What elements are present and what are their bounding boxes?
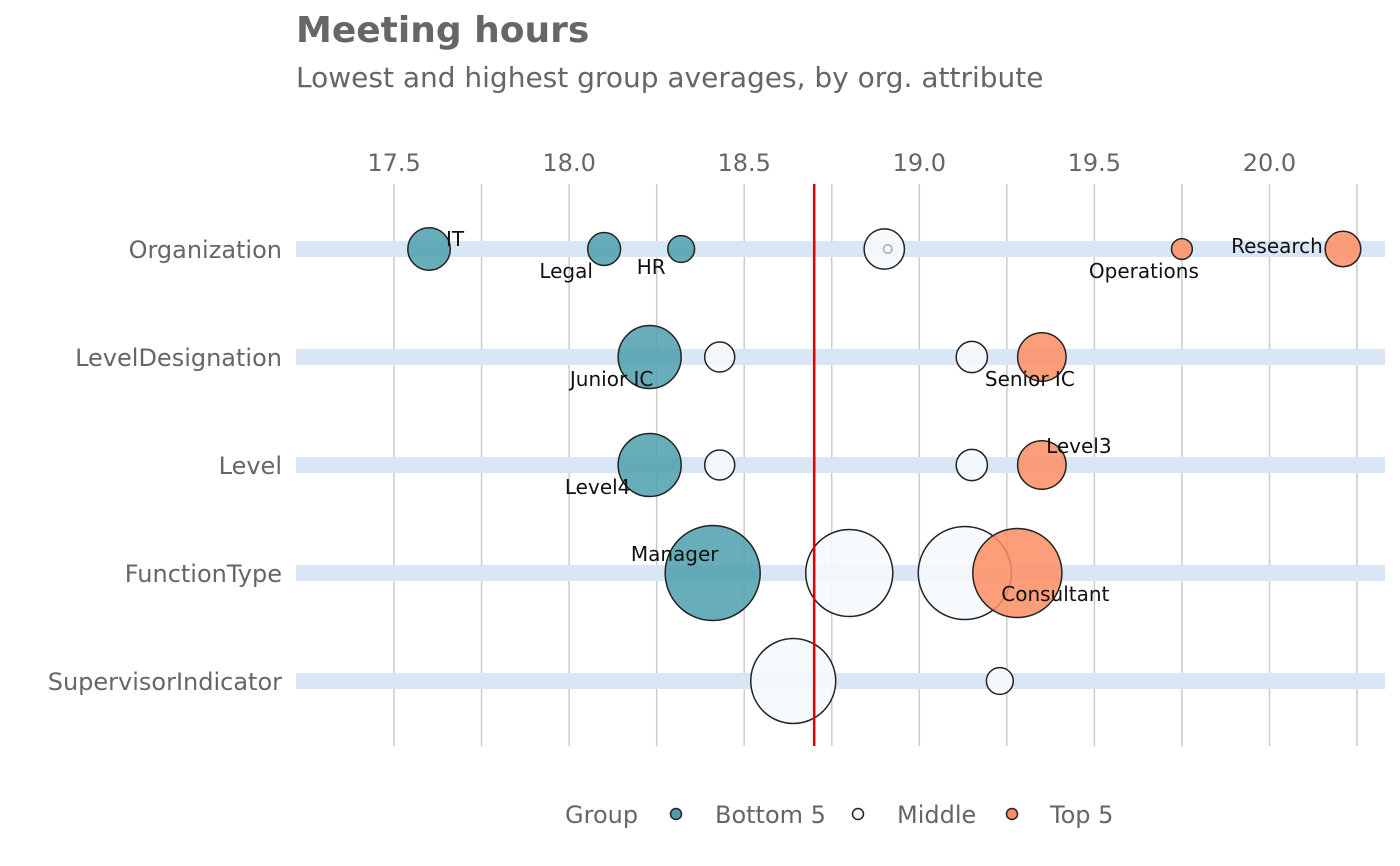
point-label: HR — [637, 255, 666, 279]
legend-label: Middle — [897, 801, 976, 829]
point-marker — [617, 432, 682, 498]
point-label: Legal — [539, 259, 593, 283]
legend-key — [851, 807, 865, 821]
point-label: Level3 — [1046, 434, 1112, 458]
point-marker — [749, 637, 837, 725]
point-marker — [703, 449, 736, 481]
point-marker — [407, 227, 452, 271]
point-label: Junior IC — [568, 367, 654, 391]
legend-label: Top 5 — [1049, 801, 1113, 829]
point-labels: IT Legal HR Junior IC Level4 Manager Operation… — [446, 227, 1323, 606]
chart-title: Meeting hours — [296, 10, 589, 51]
point-label: IT — [446, 227, 465, 251]
point-marker — [617, 324, 682, 390]
legend-key — [669, 807, 683, 821]
point-marker — [972, 527, 1063, 619]
x-tick-label: 20.0 — [1243, 149, 1296, 177]
point-marker — [985, 666, 1015, 696]
category-label: Level — [219, 452, 282, 480]
x-axis: 17.5 18.0 18.5 19.0 19.5 20.0 — [367, 149, 1296, 177]
point-marker — [1170, 237, 1194, 261]
category-label: Organization — [129, 236, 282, 264]
legend-label: Bottom 5 — [715, 801, 826, 829]
point-marker — [804, 528, 894, 618]
point-marker — [1016, 440, 1067, 490]
point-marker — [664, 524, 761, 622]
point-marker — [586, 231, 622, 267]
point-label: Level4 — [565, 475, 631, 499]
point-marker — [1016, 332, 1067, 382]
point-label: Research — [1231, 234, 1323, 258]
x-tick-label: 18.0 — [542, 149, 595, 177]
chart-subtitle: Lowest and highest group averages, by or… — [296, 61, 1043, 94]
legend-title: Group — [565, 801, 638, 829]
point-marker — [666, 234, 696, 264]
point-marker — [1324, 230, 1362, 268]
point-label: Operations — [1089, 259, 1199, 283]
point-marker — [955, 448, 989, 482]
x-tick-label: 17.5 — [367, 149, 420, 177]
legend: Group Bottom 5 Middle Top 5 — [565, 801, 1113, 829]
point-marker — [703, 341, 736, 373]
y-axis: Organization LevelDesignation Level Functio… — [48, 236, 282, 696]
point-marker — [955, 340, 989, 374]
point-label: Senior IC — [985, 367, 1075, 391]
points — [407, 227, 1362, 725]
x-tick-label: 19.0 — [893, 149, 946, 177]
x-tick-label: 18.5 — [717, 149, 770, 177]
category-label: SupervisorIndicator — [48, 668, 282, 696]
legend-key — [1005, 807, 1019, 821]
point-marker — [882, 244, 893, 254]
x-tick-label: 19.5 — [1068, 149, 1121, 177]
category-label: FunctionType — [125, 560, 282, 588]
point-label: Consultant — [1001, 582, 1109, 606]
point-label: Manager — [631, 542, 719, 566]
category-label: LevelDesignation — [75, 344, 282, 372]
